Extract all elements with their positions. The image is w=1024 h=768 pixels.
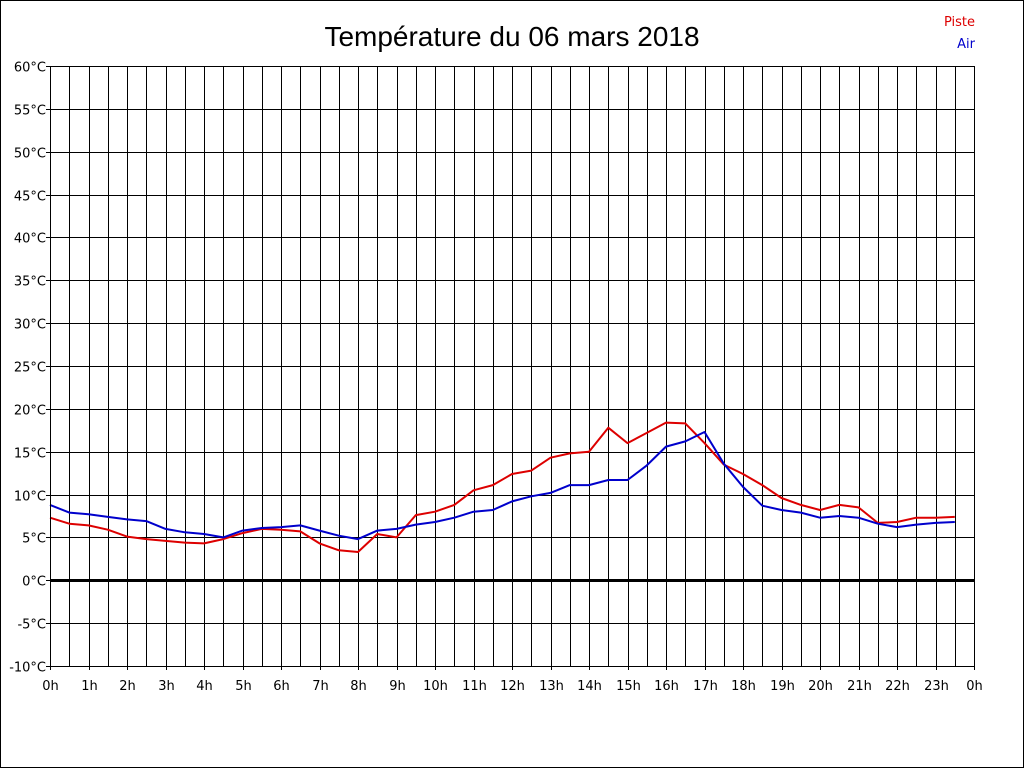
- y-tick-label: 10°C: [14, 490, 46, 505]
- chart-title: Température du 06 mars 2018: [324, 21, 699, 52]
- x-tick-label: 11h: [462, 679, 487, 694]
- x-tick-label: 6h: [273, 679, 290, 694]
- x-axis-tick-labels: 0h 1h 2h 3h 4h 5h 6h 7h 8h 9h 10h 11h 12h 13h 14h 15h 16…: [42, 679, 983, 694]
- x-tick-label: 10h: [423, 679, 448, 694]
- y-tick-label: -5°C: [17, 618, 46, 633]
- x-tick-label: 8h: [350, 679, 367, 694]
- x-tick-label: 15h: [616, 679, 641, 694]
- y-tick-label: 45°C: [14, 190, 46, 205]
- x-tick-label: 7h: [312, 679, 329, 694]
- x-tick-label: 9h: [389, 679, 406, 694]
- x-tick-label: 3h: [158, 679, 175, 694]
- y-tick-label: 5°C: [22, 532, 46, 547]
- x-tick-label: 16h: [654, 679, 679, 694]
- x-tick-label: 18h: [731, 679, 756, 694]
- x-tick-label: 1h: [81, 679, 98, 694]
- y-tick-label: 40°C: [14, 232, 46, 247]
- y-tick-label: 30°C: [14, 318, 46, 333]
- y-tick-label: 15°C: [14, 447, 46, 462]
- y-axis-tick-labels: 60°C 55°C 50°C 45°C 40°C 35°C 30°C 25°C 20°C 15°C…: [9, 61, 46, 676]
- grid: [46, 66, 975, 670]
- x-tick-label: 0h: [966, 679, 983, 694]
- y-tick-label: 55°C: [14, 104, 46, 119]
- legend: Piste Air: [944, 15, 976, 52]
- x-tick-label: 13h: [539, 679, 564, 694]
- x-tick-label: 5h: [235, 679, 252, 694]
- x-tick-label: 19h: [770, 679, 795, 694]
- y-tick-label: 60°C: [14, 61, 46, 76]
- x-tick-label: 2h: [119, 679, 136, 694]
- x-tick-label: 23h: [924, 679, 949, 694]
- series-lines: [49, 421, 955, 553]
- x-tick-label: 22h: [885, 679, 910, 694]
- x-tick-label: 14h: [577, 679, 602, 694]
- x-tick-label: 12h: [500, 679, 525, 694]
- x-tick-label: 21h: [847, 679, 872, 694]
- y-tick-label: 25°C: [14, 361, 46, 376]
- y-tick-label: 35°C: [14, 275, 46, 290]
- y-tick-label: 20°C: [14, 404, 46, 419]
- y-tick-label: 0°C: [22, 575, 46, 590]
- x-tick-label: 20h: [808, 679, 833, 694]
- x-tick-label: 17h: [693, 679, 718, 694]
- x-tick-label: 0h: [42, 679, 59, 694]
- legend-entry-piste: Piste: [944, 15, 975, 30]
- series-line-piste: [49, 421, 955, 553]
- legend-entry-air: Air: [957, 37, 976, 52]
- y-tick-label: -10°C: [9, 661, 46, 676]
- x-tick-label: 4h: [196, 679, 213, 694]
- plot-area-border: [50, 66, 975, 667]
- y-tick-label: 50°C: [14, 147, 46, 162]
- series-line-air: [49, 431, 955, 541]
